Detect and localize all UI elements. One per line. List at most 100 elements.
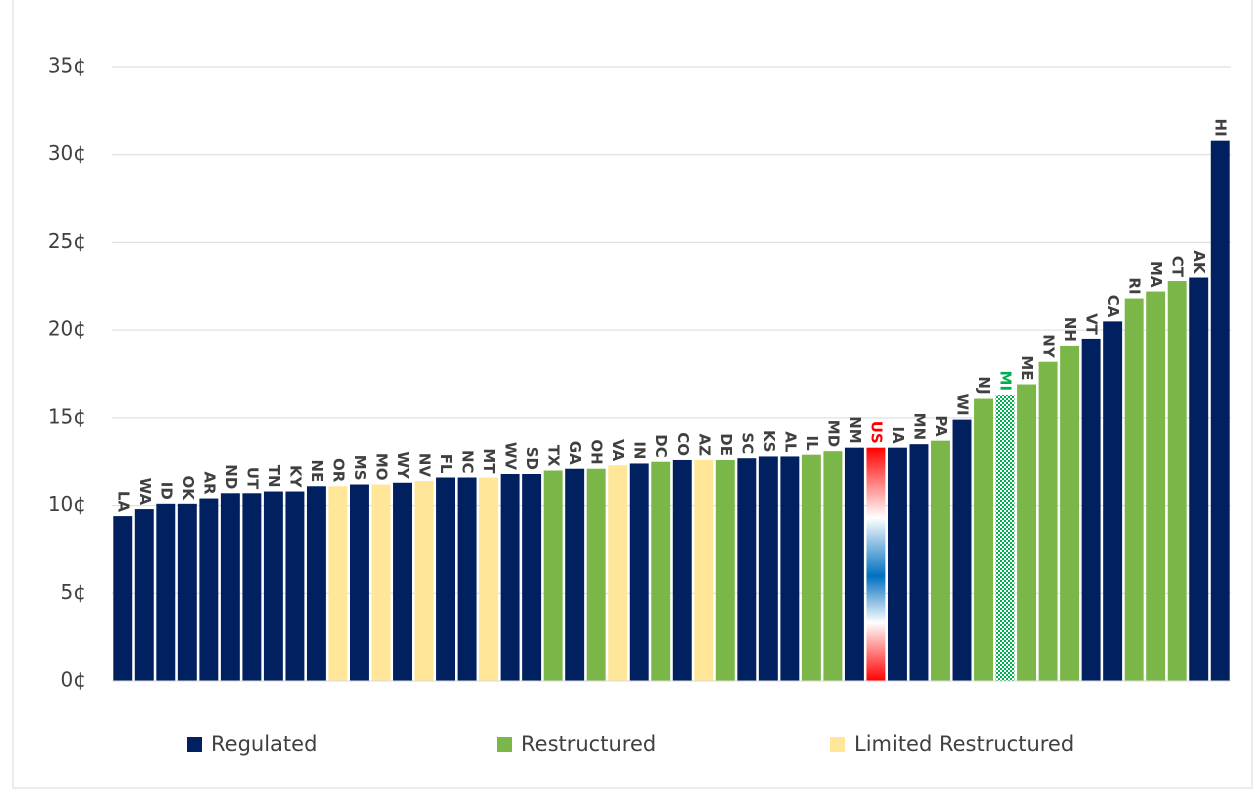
category-label: OR (329, 458, 347, 483)
bar (608, 465, 628, 681)
bar (479, 477, 499, 681)
legend-label: Restructured (521, 732, 656, 756)
bar (242, 493, 262, 681)
category-label: KY (286, 465, 304, 489)
category-label: NV (416, 453, 434, 478)
category-label: IN (631, 441, 649, 459)
bar (952, 419, 972, 681)
category-label: KS (760, 430, 778, 452)
bar (780, 456, 800, 681)
bar (1210, 140, 1230, 681)
category-label: TX (545, 445, 563, 467)
bar (436, 477, 456, 681)
bar (995, 395, 1015, 681)
bar (1017, 384, 1037, 681)
bar (909, 444, 929, 681)
bar (156, 503, 176, 681)
bar (801, 454, 821, 681)
category-label: WY (394, 451, 412, 480)
category-label: ID (157, 482, 175, 500)
bar (1060, 345, 1080, 681)
bar (113, 516, 133, 681)
category-label: HI (1212, 119, 1230, 137)
bar (414, 481, 434, 681)
category-label: WA (136, 478, 154, 506)
bar (694, 459, 714, 681)
bar (199, 498, 219, 681)
bar (134, 509, 154, 681)
bar (844, 447, 864, 681)
category-label: AL (781, 431, 799, 453)
bar (651, 461, 671, 681)
bar (306, 486, 326, 681)
bar (500, 473, 520, 681)
category-label: NC (459, 450, 477, 474)
category-label: UT (243, 467, 261, 490)
y-tick-label: 25¢ (48, 229, 86, 253)
bar (522, 473, 542, 681)
bar (350, 484, 369, 681)
category-label: AZ (695, 433, 713, 456)
category-label: ME (1018, 355, 1036, 380)
bar (1189, 277, 1209, 681)
category-label: SC (738, 432, 756, 454)
bar (1081, 338, 1101, 681)
bar (629, 463, 649, 681)
bar (1103, 321, 1123, 681)
y-tick-label: 35¢ (48, 54, 86, 78)
category-label: WV (502, 442, 520, 471)
bar (737, 458, 757, 681)
category-label: OH (588, 439, 606, 464)
bar (263, 491, 283, 681)
category-label: MS (351, 455, 369, 481)
category-label: CO (674, 432, 692, 456)
bar (457, 477, 477, 681)
bar (328, 486, 348, 681)
y-tick-label: 0¢ (61, 668, 86, 692)
category-label: VA (609, 439, 627, 462)
legend-swatch (187, 737, 202, 752)
legend-label: Regulated (211, 732, 317, 756)
category-label: NE (308, 459, 326, 482)
y-tick-label: 20¢ (48, 317, 86, 341)
bar (887, 447, 907, 681)
legend-swatch (830, 737, 845, 752)
category-label: LA (114, 491, 132, 513)
bar (931, 440, 950, 681)
bar (974, 398, 993, 681)
category-label: MI (997, 371, 1015, 392)
category-label: IL (803, 436, 821, 452)
category-label: NM (846, 416, 864, 443)
category-label: AK (1190, 250, 1208, 275)
category-label: MN (910, 413, 928, 440)
y-tick-label: 15¢ (48, 404, 86, 428)
y-tick-label: 5¢ (61, 580, 86, 604)
bar (1038, 361, 1058, 681)
legend-label: Limited Restructured (854, 732, 1074, 756)
category-label: CA (1104, 295, 1122, 318)
bar (672, 459, 692, 681)
bar (823, 451, 843, 681)
category-label: ND (222, 464, 240, 489)
category-label: FL (437, 454, 455, 474)
category-label: NJ (975, 376, 993, 394)
category-label: NH (1061, 317, 1079, 342)
bar (1146, 291, 1166, 681)
chart-frame (12, 0, 1253, 789)
bar (393, 482, 412, 681)
bar (285, 491, 305, 681)
category-label: MO (372, 453, 390, 481)
bar (565, 468, 585, 681)
category-label: IA (889, 426, 907, 444)
category-label: AR (200, 471, 218, 495)
category-label: TN (265, 465, 283, 488)
bar (715, 459, 735, 681)
category-label: MA (1147, 261, 1165, 288)
bar (1167, 281, 1187, 681)
bar (177, 503, 197, 681)
bar (586, 468, 606, 681)
bar (1124, 298, 1144, 681)
category-label: OK (179, 475, 197, 501)
category-label: NY (1040, 334, 1058, 359)
